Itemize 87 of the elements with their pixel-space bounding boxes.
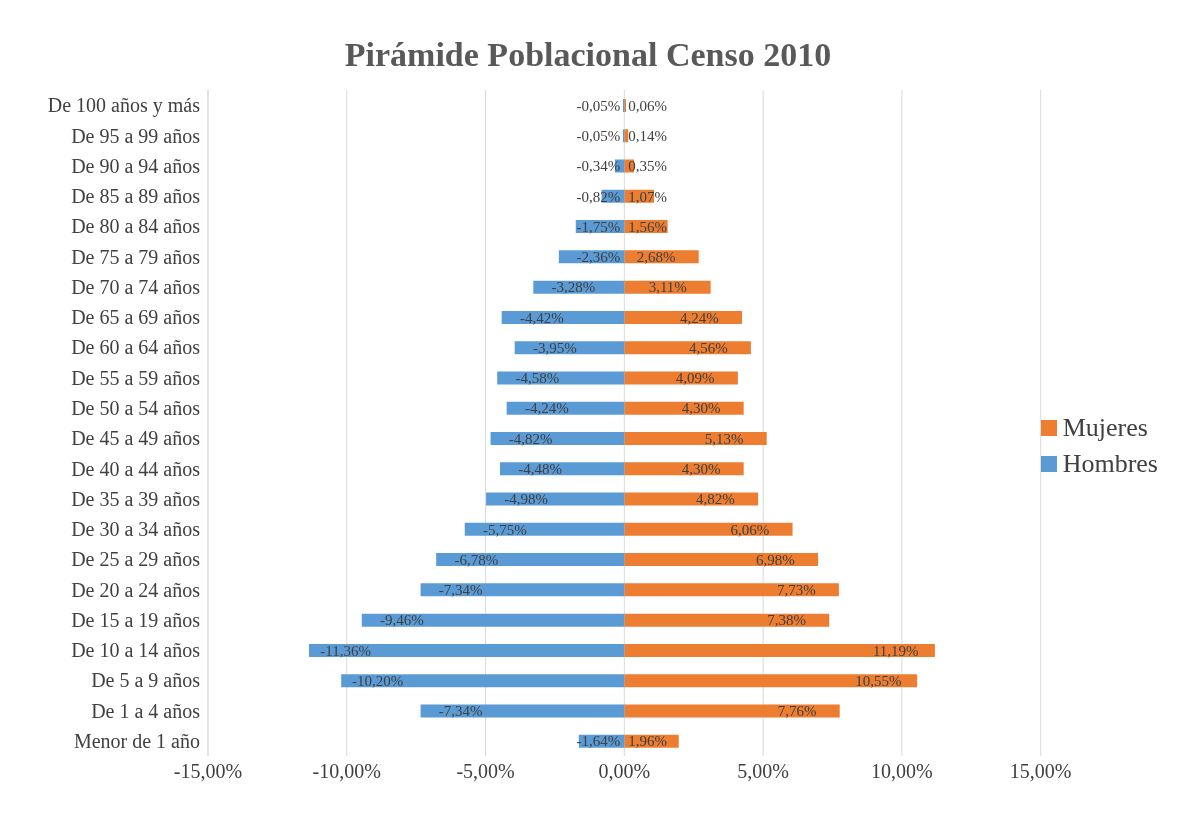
- data-label: 1,56%: [628, 218, 668, 235]
- legend-label: Hombres: [1062, 449, 1158, 479]
- chart-title: Pirámide Poblacional Censo 2010: [343, 35, 833, 75]
- bar: [624, 583, 839, 597]
- y-tick-label: De 5 a 9 años: [91, 669, 201, 692]
- data-label: 7,76%: [777, 703, 817, 720]
- data-label: -7,34%: [438, 703, 483, 720]
- data-label: 4,24%: [680, 309, 719, 326]
- bar: [624, 129, 629, 143]
- bar: [624, 674, 918, 688]
- y-tick-label: De 15 a 19 años: [71, 608, 201, 631]
- data-label: 0,06%: [628, 97, 668, 114]
- bar: [624, 522, 793, 536]
- data-label: -4,82%: [508, 430, 553, 447]
- x-tick-label: 15,00%: [1009, 760, 1072, 783]
- data-label: -0,05%: [576, 128, 621, 145]
- bar: [361, 613, 625, 627]
- y-tick-label: De 75 a 79 años: [71, 245, 201, 268]
- y-tick-label: De 90 a 94 años: [71, 154, 201, 177]
- y-tick-label: De 50 a 54 años: [71, 396, 201, 419]
- bar: [436, 553, 625, 567]
- x-tick-label: 5,00%: [737, 760, 789, 783]
- y-tick-label: De 55 a 59 años: [71, 366, 201, 389]
- bar: [624, 704, 840, 718]
- data-label: -5,75%: [482, 521, 527, 538]
- data-label: -3,95%: [532, 339, 577, 356]
- bar: [624, 643, 935, 657]
- y-tick-label: De 20 a 24 años: [71, 578, 201, 601]
- data-label: -0,05%: [576, 97, 621, 114]
- data-label: 4,30%: [681, 461, 721, 478]
- data-label: 4,30%: [681, 400, 721, 417]
- y-tick-label: De 45 a 49 años: [71, 427, 201, 450]
- y-tick-label: De 25 a 29 años: [71, 548, 201, 571]
- bar: [309, 643, 625, 657]
- y-tick-label: Menor de 1 año: [73, 729, 200, 752]
- y-tick-label: De 35 a 39 años: [71, 487, 201, 510]
- y-tick-label: De 30 a 34 años: [71, 518, 201, 541]
- y-tick-label: De 85 a 89 años: [71, 185, 201, 208]
- legend-label: Mujeres: [1062, 413, 1148, 443]
- data-label: 6,06%: [730, 521, 770, 538]
- data-label: 5,13%: [704, 430, 744, 447]
- data-label: 3,11%: [648, 279, 687, 296]
- data-label: 1,96%: [628, 733, 668, 750]
- data-label: -4,24%: [524, 400, 569, 417]
- data-label: -4,48%: [518, 461, 562, 478]
- data-label: -10,20%: [351, 672, 404, 689]
- data-label: 2,68%: [636, 249, 676, 266]
- data-label: -6,78%: [454, 551, 499, 568]
- y-tick-label: De 65 a 69 años: [71, 306, 201, 329]
- data-label: -7,34%: [438, 582, 483, 599]
- y-tick-label: De 60 a 64 años: [71, 336, 201, 359]
- data-label: -4,42%: [519, 309, 564, 326]
- y-tick-label: De 95 a 99 años: [71, 124, 201, 147]
- x-tick-label: -15,00%: [173, 760, 243, 783]
- data-label: 4,82%: [696, 491, 735, 508]
- data-label: 7,38%: [767, 612, 806, 629]
- y-tick-label: De 80 a 84 años: [71, 215, 201, 238]
- data-label: 10,55%: [855, 672, 902, 689]
- data-label: 11,19%: [872, 642, 919, 659]
- y-tick-label: De 100 años y más: [47, 94, 201, 118]
- data-label: 0,14%: [628, 128, 668, 145]
- x-tick-label: -10,00%: [312, 760, 381, 783]
- data-label: 4,56%: [688, 339, 728, 356]
- x-tick-label: -5,00%: [456, 760, 515, 783]
- data-label: 6,98%: [756, 551, 795, 568]
- bar: [624, 432, 767, 445]
- data-label: -9,46%: [380, 612, 424, 629]
- data-label: 7,73%: [776, 582, 816, 599]
- bar: [464, 522, 625, 536]
- data-label: -4,58%: [515, 370, 560, 387]
- y-tick-label: De 1 a 4 años: [91, 699, 201, 722]
- bar: [624, 553, 819, 567]
- bar: [341, 674, 625, 688]
- y-tick-label: De 40 a 44 años: [71, 457, 201, 480]
- y-tick-label: De 10 a 14 años: [71, 639, 201, 662]
- data-label: -4,98%: [504, 491, 549, 508]
- y-tick-label: De 70 a 74 años: [71, 275, 201, 298]
- bar: [624, 613, 830, 627]
- bar: [420, 704, 625, 718]
- bar: [420, 583, 625, 597]
- data-label: -2,36%: [576, 249, 621, 266]
- x-tick-label: 10,00%: [871, 760, 933, 783]
- data-label: -3,28%: [551, 279, 596, 296]
- data-label: 4,09%: [675, 370, 715, 387]
- data-label: -1,75%: [576, 218, 621, 235]
- x-tick-label: 0,00%: [598, 760, 651, 783]
- data-label: -11,36%: [320, 642, 372, 659]
